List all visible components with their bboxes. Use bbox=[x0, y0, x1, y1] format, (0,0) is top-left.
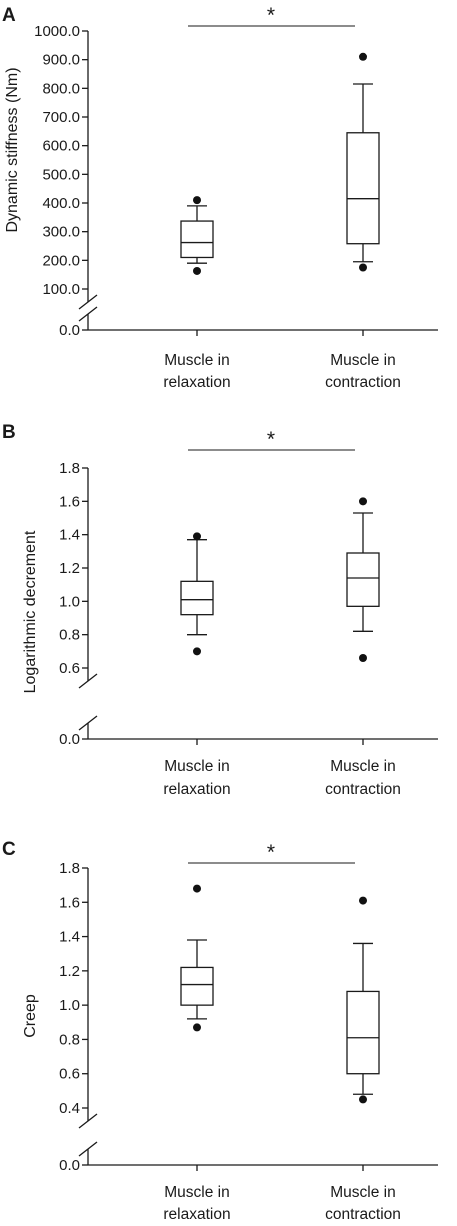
outlier-point bbox=[193, 532, 201, 541]
x-category-label: Muscle in contraction bbox=[325, 352, 401, 391]
y-axis-label: Creep bbox=[22, 994, 39, 1038]
x-category-label: Muscle in relaxation bbox=[163, 1184, 230, 1223]
x-category-label-line: Muscle in bbox=[164, 758, 229, 775]
y-tick-label: 1.8 bbox=[59, 460, 80, 477]
y-tick-label: 100.0 bbox=[42, 281, 80, 298]
panel-letter: A bbox=[2, 5, 16, 26]
outlier-point bbox=[359, 654, 367, 662]
y-tick-label: 500.0 bbox=[42, 166, 80, 183]
axis-break-mark bbox=[78, 673, 98, 689]
y-tick-label: 0.8 bbox=[59, 627, 80, 644]
x-category-label-line: Muscle in bbox=[330, 758, 395, 775]
x-category-label-line: relaxation bbox=[163, 374, 230, 391]
outlier-point bbox=[359, 896, 367, 905]
y-tick-label: 0.6 bbox=[59, 1066, 80, 1083]
x-category-label: Muscle in contraction bbox=[325, 1184, 401, 1223]
y-tick-label: 1.0 bbox=[59, 997, 80, 1014]
y-tick-label: 1.0 bbox=[59, 593, 80, 610]
box-iqr bbox=[346, 552, 380, 607]
panel-letter: B bbox=[2, 422, 16, 443]
axis-break-mark bbox=[78, 306, 98, 322]
x-category-label-line: Muscle in bbox=[164, 352, 229, 369]
significance-star: * bbox=[267, 841, 275, 864]
axis-break-mark bbox=[78, 715, 98, 731]
y-tick-label: 1.2 bbox=[59, 560, 80, 577]
outlier-point bbox=[193, 196, 201, 205]
y-tick-label: 400.0 bbox=[42, 195, 80, 212]
y-tick-label: 1000.0 bbox=[34, 23, 80, 40]
y-tick-label: 0.0 bbox=[59, 322, 80, 339]
axis-break-mark bbox=[78, 1113, 98, 1129]
box-contraction bbox=[346, 52, 380, 272]
chart-panel-b: B 0.0 0.6 0.8 1.0 1.2 1.4 1.6 1.8 Muscle in relaxa… bbox=[2, 422, 438, 798]
x-category-label-line: contraction bbox=[325, 781, 401, 798]
y-tick-label: 0.0 bbox=[59, 731, 80, 748]
box-contraction bbox=[346, 497, 380, 662]
y-tick-label: 800.0 bbox=[42, 80, 80, 97]
box-iqr bbox=[346, 990, 380, 1075]
outlier-point bbox=[359, 52, 367, 61]
x-category-label-line: Muscle in bbox=[330, 1184, 395, 1201]
box-iqr bbox=[180, 220, 214, 259]
outlier-point bbox=[193, 1023, 201, 1032]
box-iqr bbox=[180, 966, 214, 1006]
box-relaxation bbox=[180, 532, 214, 656]
x-category-label-line: relaxation bbox=[163, 1206, 230, 1223]
y-tick-label: 0.6 bbox=[59, 660, 80, 677]
y-tick-label: 200.0 bbox=[42, 252, 80, 269]
x-category-label: Muscle in contraction bbox=[325, 758, 401, 798]
box-relaxation bbox=[180, 884, 214, 1032]
axis-break-mark bbox=[78, 1141, 98, 1157]
y-axis-label: Dynamic stiffness (Nm) bbox=[4, 67, 21, 232]
significance-star: * bbox=[267, 428, 275, 451]
x-category-label: Muscle in relaxation bbox=[163, 758, 230, 798]
y-tick-label: 1.2 bbox=[59, 963, 80, 980]
y-tick-label: 1.6 bbox=[59, 493, 80, 510]
x-category-label-line: relaxation bbox=[163, 781, 230, 798]
y-tick-label: 1.4 bbox=[59, 929, 80, 946]
x-category-label-line: contraction bbox=[325, 1206, 401, 1223]
y-tick-label: 1.6 bbox=[59, 894, 80, 911]
outlier-point bbox=[193, 647, 201, 656]
y-tick-label: 1.4 bbox=[59, 527, 80, 544]
outlier-point bbox=[359, 263, 367, 272]
significance-star: * bbox=[267, 4, 275, 27]
box-iqr bbox=[346, 132, 380, 245]
x-category-label-line: Muscle in bbox=[164, 1184, 229, 1201]
y-tick-label: 0.0 bbox=[59, 1157, 80, 1174]
box-iqr bbox=[180, 580, 214, 616]
y-tick-label: 1.8 bbox=[59, 860, 80, 877]
box-contraction bbox=[346, 896, 380, 1104]
panel-letter: C bbox=[2, 839, 16, 860]
y-tick-label: 300.0 bbox=[42, 224, 80, 241]
x-category-label-line: contraction bbox=[325, 374, 401, 391]
outlier-point bbox=[193, 884, 201, 893]
y-tick-label: 900.0 bbox=[42, 52, 80, 69]
box-relaxation bbox=[180, 196, 214, 275]
y-tick-label: 0.8 bbox=[59, 1031, 80, 1048]
chart-panel-a: A 0.0 100.0 200.0 300.0 400.0 500.0 600.0 700.0 8… bbox=[2, 4, 438, 391]
outlier-point bbox=[193, 266, 201, 275]
outlier-point bbox=[359, 1095, 367, 1104]
x-category-label-line: Muscle in bbox=[330, 352, 395, 369]
y-axis-label: Logarithmic decrement bbox=[22, 530, 39, 693]
x-category-label: Muscle in relaxation bbox=[163, 352, 230, 391]
chart-panel-c: C 0.0 0.4 0.6 0.8 1.0 1.2 1.4 1.6 1.8 Muscle in rel… bbox=[2, 839, 438, 1223]
y-tick-label: 0.4 bbox=[59, 1100, 80, 1117]
y-tick-label: 700.0 bbox=[42, 109, 80, 126]
y-tick-label: 600.0 bbox=[42, 138, 80, 155]
axis-break-mark bbox=[78, 294, 98, 310]
outlier-point bbox=[359, 497, 367, 506]
